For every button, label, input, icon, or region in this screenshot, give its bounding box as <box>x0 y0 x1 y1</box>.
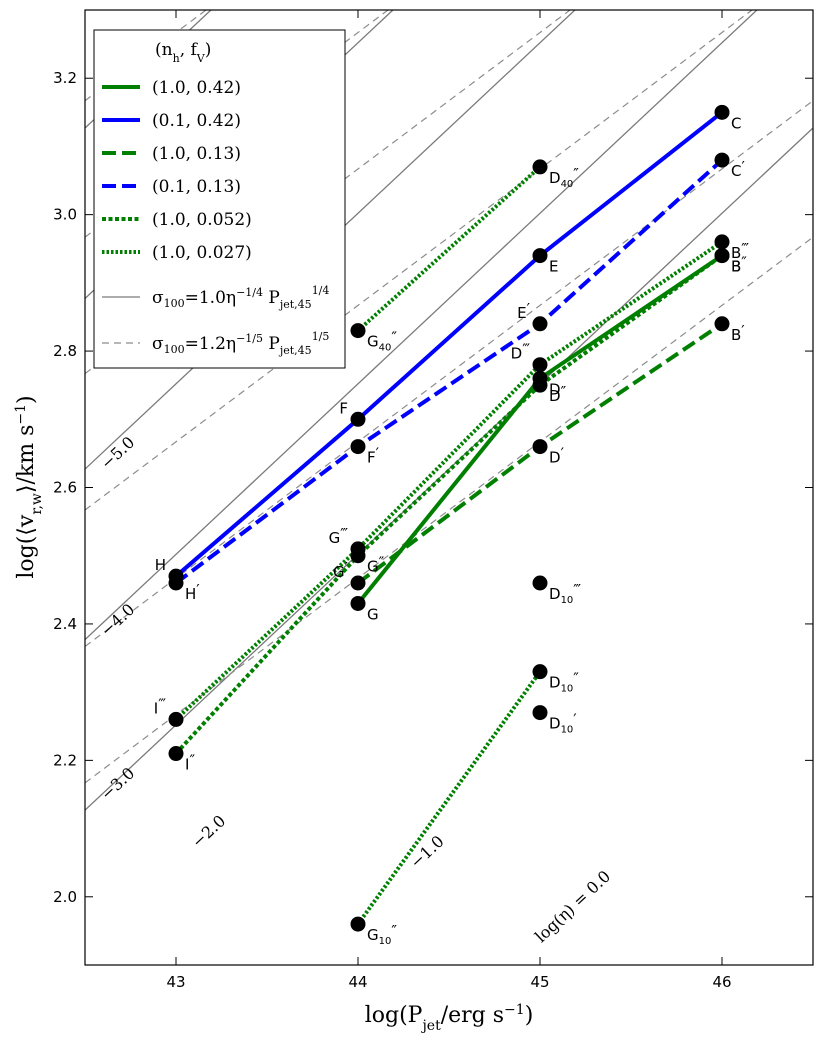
data-point <box>714 152 730 168</box>
legend-entry: (1.0, 0.027) <box>152 243 252 263</box>
point-label: D40″ <box>549 165 579 190</box>
x-tick-label: 46 <box>712 973 731 991</box>
point-label: G′ <box>333 559 349 581</box>
legend-entry: (1.0, 0.42) <box>152 78 241 98</box>
data-point <box>350 439 366 455</box>
data-points <box>168 104 730 932</box>
y-tick-label: 2.8 <box>53 342 77 360</box>
data-point <box>714 248 730 264</box>
point-label: H <box>155 556 166 574</box>
point-label: G <box>367 605 379 623</box>
data-point <box>714 316 730 332</box>
contour-dashed-line <box>85 100 813 647</box>
series-line <box>356 670 542 926</box>
y-tick-label: 3.0 <box>53 206 77 224</box>
data-point <box>350 411 366 427</box>
point-label: B′ <box>731 322 745 344</box>
point-label: G10″ <box>367 922 397 947</box>
legend-entry: (0.1, 0.13) <box>152 177 241 197</box>
point-label: C <box>731 114 741 132</box>
point-label: B‴ <box>731 240 749 262</box>
point-label: D10′ <box>549 711 577 736</box>
legend-entry: (0.1, 0.42) <box>152 111 241 131</box>
contour-dashed-line <box>85 10 754 511</box>
data-point <box>168 575 184 591</box>
series-line <box>356 165 542 333</box>
point-label: D10‴ <box>549 581 581 606</box>
data-point <box>350 595 366 611</box>
data-point <box>168 746 184 762</box>
y-tick-label: 3.2 <box>53 69 77 87</box>
series-line <box>174 110 724 578</box>
data-point <box>350 916 366 932</box>
point-label: H′ <box>185 581 200 603</box>
data-point <box>532 705 548 721</box>
series-line <box>174 253 724 755</box>
point-label: F <box>339 399 348 417</box>
y-tick-label: 2.0 <box>53 888 77 906</box>
point-label: G‴ <box>329 525 349 547</box>
point-label: G40″ <box>367 329 397 354</box>
data-point <box>532 357 548 373</box>
data-point <box>532 159 548 175</box>
x-tick-label: 44 <box>348 973 367 991</box>
data-point <box>532 377 548 393</box>
contour-solid-line <box>85 10 758 641</box>
series-line <box>174 158 724 585</box>
data-point <box>350 575 366 591</box>
point-label: D′ <box>549 445 565 467</box>
data-point <box>168 711 184 727</box>
y-tick-label: 2.4 <box>53 615 77 633</box>
data-point <box>532 316 548 332</box>
data-point <box>532 248 548 264</box>
point-label: F′ <box>367 445 380 467</box>
data-point <box>532 575 548 591</box>
axis-ticks: 43 44 45 46 2.0 2.2 2.4 2.6 2.8 3.0 3.2 <box>53 10 813 991</box>
x-tick-label: 43 <box>166 973 185 991</box>
point-label: C′ <box>731 158 745 180</box>
contour-solid-line <box>85 10 212 129</box>
data-point <box>714 104 730 120</box>
point-label: I″ <box>185 752 195 774</box>
data-point <box>532 439 548 455</box>
data-point <box>714 234 730 250</box>
point-labels: G D B H F E C G′ D′ B′ H′ F′ E′ C′ I″ G″ D″ B″ I‴ G‴ D‴ B‴ G40… <box>154 114 750 947</box>
contour-dashed-line <box>85 236 813 784</box>
legend-entry: (1.0, 0.052) <box>152 210 252 230</box>
point-label: B <box>731 258 741 276</box>
x-tick-label: 45 <box>530 973 549 991</box>
point-label: D‴ <box>511 341 531 363</box>
series-lines <box>174 110 724 926</box>
legend-entry: (1.0, 0.13) <box>152 144 241 164</box>
point-label: G″ <box>367 554 385 576</box>
data-point <box>350 323 366 339</box>
point-label: D10″ <box>549 670 579 695</box>
y-tick-label: 2.6 <box>53 479 77 497</box>
legend: (nh, fV) (1.0, 0.42)(0.1, 0.42)(1.0, 0.1… <box>93 29 346 369</box>
legend-entry: σ100=1.0η−1/4 Pjet,451/4 <box>152 284 329 311</box>
point-label: D <box>549 380 561 398</box>
data-point <box>532 664 548 680</box>
contour-solid-line <box>85 127 813 811</box>
series-line <box>174 240 724 721</box>
legend-entry: σ100=1.2η−1/5 Pjet,451/5 <box>152 330 329 357</box>
point-label: D″ <box>549 383 567 405</box>
point-label: B″ <box>731 254 747 276</box>
point-label: E′ <box>517 300 530 322</box>
point-label: I‴ <box>154 695 166 717</box>
data-point <box>350 541 366 557</box>
y-tick-label: 2.2 <box>53 751 77 769</box>
point-label: E <box>549 258 558 276</box>
